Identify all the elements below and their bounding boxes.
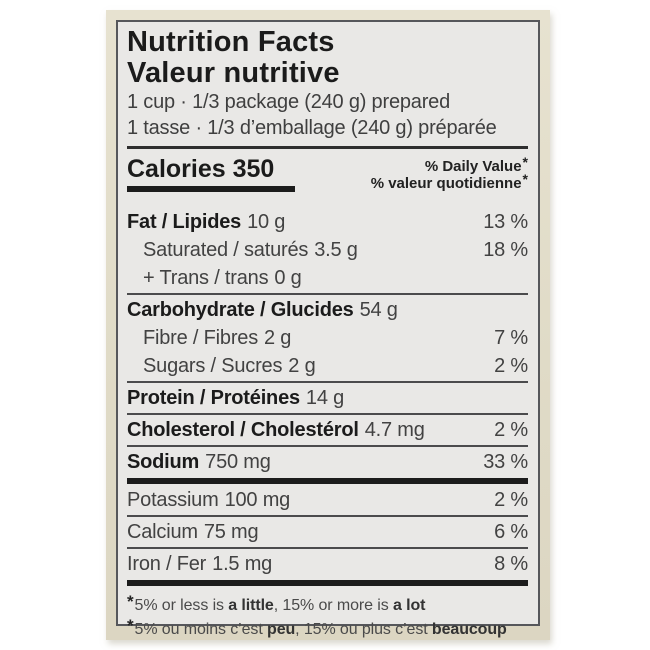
nutrient-name: Fat / Lipides 10 g bbox=[127, 211, 286, 233]
nutrient-name: Sugars / Sucres 2 g bbox=[143, 355, 316, 377]
nutrient-percent: 6 % bbox=[494, 521, 528, 543]
divider-thick bbox=[127, 478, 528, 484]
nutrient-row-trans: + Trans / trans 0 g bbox=[127, 264, 528, 292]
footnote-asterisk: * bbox=[522, 171, 528, 187]
nutrient-row-sodium: Sodium 750 mg 33 % bbox=[127, 448, 528, 476]
nutrient-row-calcium: Calcium 75 mg 6 % bbox=[127, 518, 528, 546]
daily-value-fr-text: % valeur quotidienne bbox=[370, 175, 522, 192]
calories-section: Calories 350 % Daily Value* % valeur quo… bbox=[127, 149, 528, 208]
nutrient-percent: 2 % bbox=[494, 419, 528, 441]
nutrient-row-iron: Iron / Fer 1.5 mg 8 % bbox=[127, 550, 528, 578]
serving-size-en: 1 cup · 1/3 package (240 g) prepared bbox=[127, 91, 451, 113]
nutrient-name: Calcium 75 mg bbox=[127, 521, 259, 543]
divider-thin bbox=[127, 293, 528, 295]
nutrient-row-cholesterol: Cholesterol / Cholestérol 4.7 mg 2 % bbox=[127, 416, 528, 444]
divider-thin bbox=[127, 445, 528, 447]
footnote-asterisk: * bbox=[127, 616, 134, 635]
footnotes: *5% or less is a little, 15% or more is … bbox=[127, 592, 528, 641]
nutrient-percent: 7 % bbox=[494, 327, 528, 349]
daily-value-en-text: % Daily Value bbox=[424, 158, 522, 175]
nutrient-percent: 8 % bbox=[494, 553, 528, 575]
nutrient-name: Potassium 100 mg bbox=[127, 489, 291, 511]
footnote-asterisk: * bbox=[522, 154, 528, 170]
nutrient-name: + Trans / trans 0 g bbox=[143, 267, 302, 289]
divider-thin bbox=[127, 381, 528, 383]
daily-value-header: % Daily Value* % valeur quotidienne* bbox=[370, 154, 528, 192]
nutrient-percent: 2 % bbox=[494, 489, 528, 511]
nutrient-name: Fibre / Fibres 2 g bbox=[143, 327, 292, 349]
nutrient-row-saturated: Saturated / saturés 3.5 g 18 % bbox=[127, 236, 528, 264]
serving-size-fr: 1 tasse · 1/3 d’emballage (240 g) prépar… bbox=[127, 117, 497, 139]
divider-medium-top bbox=[127, 146, 528, 149]
title-fr: Valeur nutritive bbox=[127, 57, 340, 89]
nutrient-row-sugars: Sugars / Sucres 2 g 2 % bbox=[127, 352, 528, 380]
daily-value-en: % Daily Value* bbox=[371, 154, 528, 175]
nutrient-name: Cholesterol / Cholestérol 4.7 mg bbox=[127, 419, 425, 441]
nutrient-row-carbohydrate: Carbohydrate / Glucides 54 g bbox=[127, 296, 528, 324]
calories-underline-bar bbox=[127, 186, 295, 192]
footnote-en: *5% or less is a little, 15% or more is … bbox=[127, 592, 426, 614]
nutrient-name: Iron / Fer 1.5 mg bbox=[127, 553, 273, 575]
divider-thin bbox=[127, 547, 528, 549]
footnote-asterisk: * bbox=[127, 592, 134, 611]
nutrient-percent: 2 % bbox=[494, 355, 528, 377]
nutrient-row-protein: Protein / Protéines 14 g bbox=[127, 384, 528, 412]
nutrient-percent: 33 % bbox=[483, 451, 528, 473]
nutrient-row-fat: Fat / Lipides 10 g 13 % bbox=[127, 208, 528, 236]
calories-value: Calories 350 bbox=[127, 155, 275, 183]
nutrition-facts-label: Nutrition Facts Valeur nutritive 1 cup ·… bbox=[116, 20, 540, 638]
package-surface: Nutrition Facts Valeur nutritive 1 cup ·… bbox=[106, 10, 550, 640]
divider-thin bbox=[127, 515, 528, 517]
nutrient-row-fibre: Fibre / Fibres 2 g 7 % bbox=[127, 324, 528, 352]
divider-thin bbox=[127, 413, 528, 415]
nutrient-name: Protein / Protéines 14 g bbox=[127, 387, 345, 409]
footnote-fr: *5% ou moins c’est peu, 15% ou plus c’es… bbox=[127, 616, 507, 638]
nutrient-percent: 13 % bbox=[483, 211, 528, 233]
nutrient-row-potassium: Potassium 100 mg 2 % bbox=[127, 486, 528, 514]
nutrient-percent: 18 % bbox=[483, 239, 528, 261]
nutrient-name: Carbohydrate / Glucides 54 g bbox=[127, 299, 398, 321]
nutrient-name: Saturated / saturés 3.5 g bbox=[143, 239, 358, 261]
divider-thick-bottom bbox=[127, 580, 528, 586]
calories-column: Calories 350 bbox=[127, 156, 295, 192]
daily-value-fr: % valeur quotidienne* bbox=[370, 171, 528, 192]
title-en: Nutrition Facts bbox=[127, 26, 335, 58]
nutrient-name: Sodium 750 mg bbox=[127, 451, 271, 473]
